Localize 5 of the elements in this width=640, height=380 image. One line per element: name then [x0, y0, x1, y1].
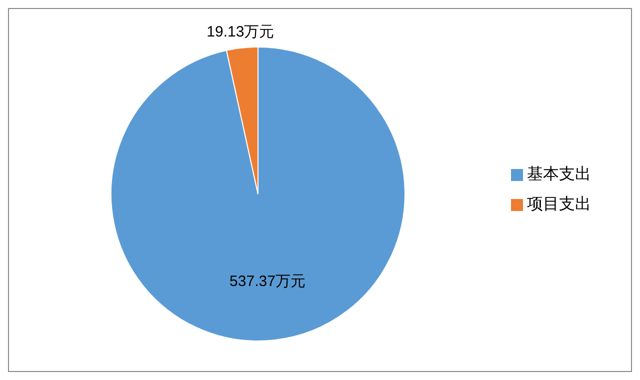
legend-label: 基本支出 — [527, 166, 591, 183]
data-label: 537.37万元 — [230, 273, 306, 290]
legend-label: 项目支出 — [527, 196, 591, 213]
pie-slice — [110, 46, 406, 342]
data-label: 19.13万元 — [206, 23, 274, 40]
